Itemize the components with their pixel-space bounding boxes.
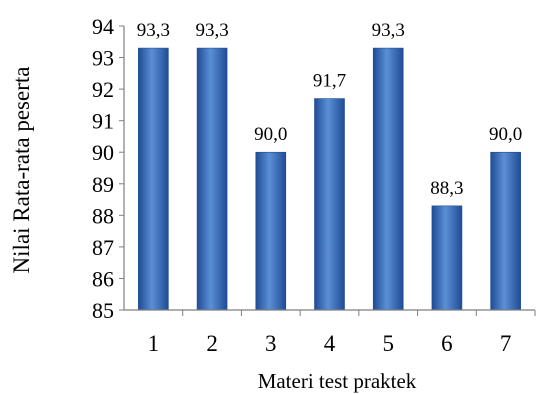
y-tick-label: 92 — [92, 77, 114, 102]
data-label: 93,3 — [137, 20, 170, 41]
data-labels: 93,3 93,3 90,0 91,7 93,3 88,3 90,0 — [137, 20, 523, 199]
y-tick-label: 88 — [92, 203, 114, 228]
data-label: 93,3 — [372, 20, 405, 41]
bar-2 — [196, 47, 228, 311]
data-label: 91,7 — [313, 71, 346, 92]
x-tick-label: 2 — [206, 331, 218, 356]
x-tick-label: 4 — [324, 331, 336, 356]
y-tick-label: 91 — [92, 109, 114, 134]
x-tick-label: 1 — [148, 331, 160, 356]
x-tick-label: 6 — [441, 331, 453, 356]
y-tick-label: 85 — [92, 298, 114, 323]
y-tick-label: 90 — [92, 140, 114, 165]
y-tick-label: 94 — [92, 14, 114, 39]
data-label: 90,0 — [489, 124, 522, 145]
x-tick-label: 5 — [382, 331, 394, 356]
data-label: 90,0 — [254, 124, 287, 145]
bar-7 — [490, 151, 521, 311]
bar-5 — [372, 47, 404, 311]
y-axis-title: Nilai Rata-rata peserta — [9, 67, 34, 274]
data-label: 88,3 — [430, 178, 463, 199]
axes — [123, 26, 535, 311]
y-tick-label: 93 — [92, 46, 114, 71]
y-tick-label: 89 — [92, 172, 114, 197]
data-label: 93,3 — [195, 20, 228, 41]
x-axis-ticks: 1 2 3 4 5 6 7 — [148, 310, 536, 356]
bar-4 — [314, 98, 345, 311]
bar-1 — [138, 47, 169, 311]
x-tick-label: 3 — [265, 331, 277, 356]
x-tick-label: 7 — [500, 331, 512, 356]
bar-3 — [255, 151, 287, 311]
y-axis-ticks: 85 86 87 88 89 90 91 92 93 94 — [92, 14, 124, 323]
bar-6 — [431, 205, 463, 311]
y-tick-label: 86 — [92, 266, 114, 291]
x-axis-title: Materi test praktek — [258, 369, 417, 393]
y-tick-label: 87 — [92, 235, 114, 260]
